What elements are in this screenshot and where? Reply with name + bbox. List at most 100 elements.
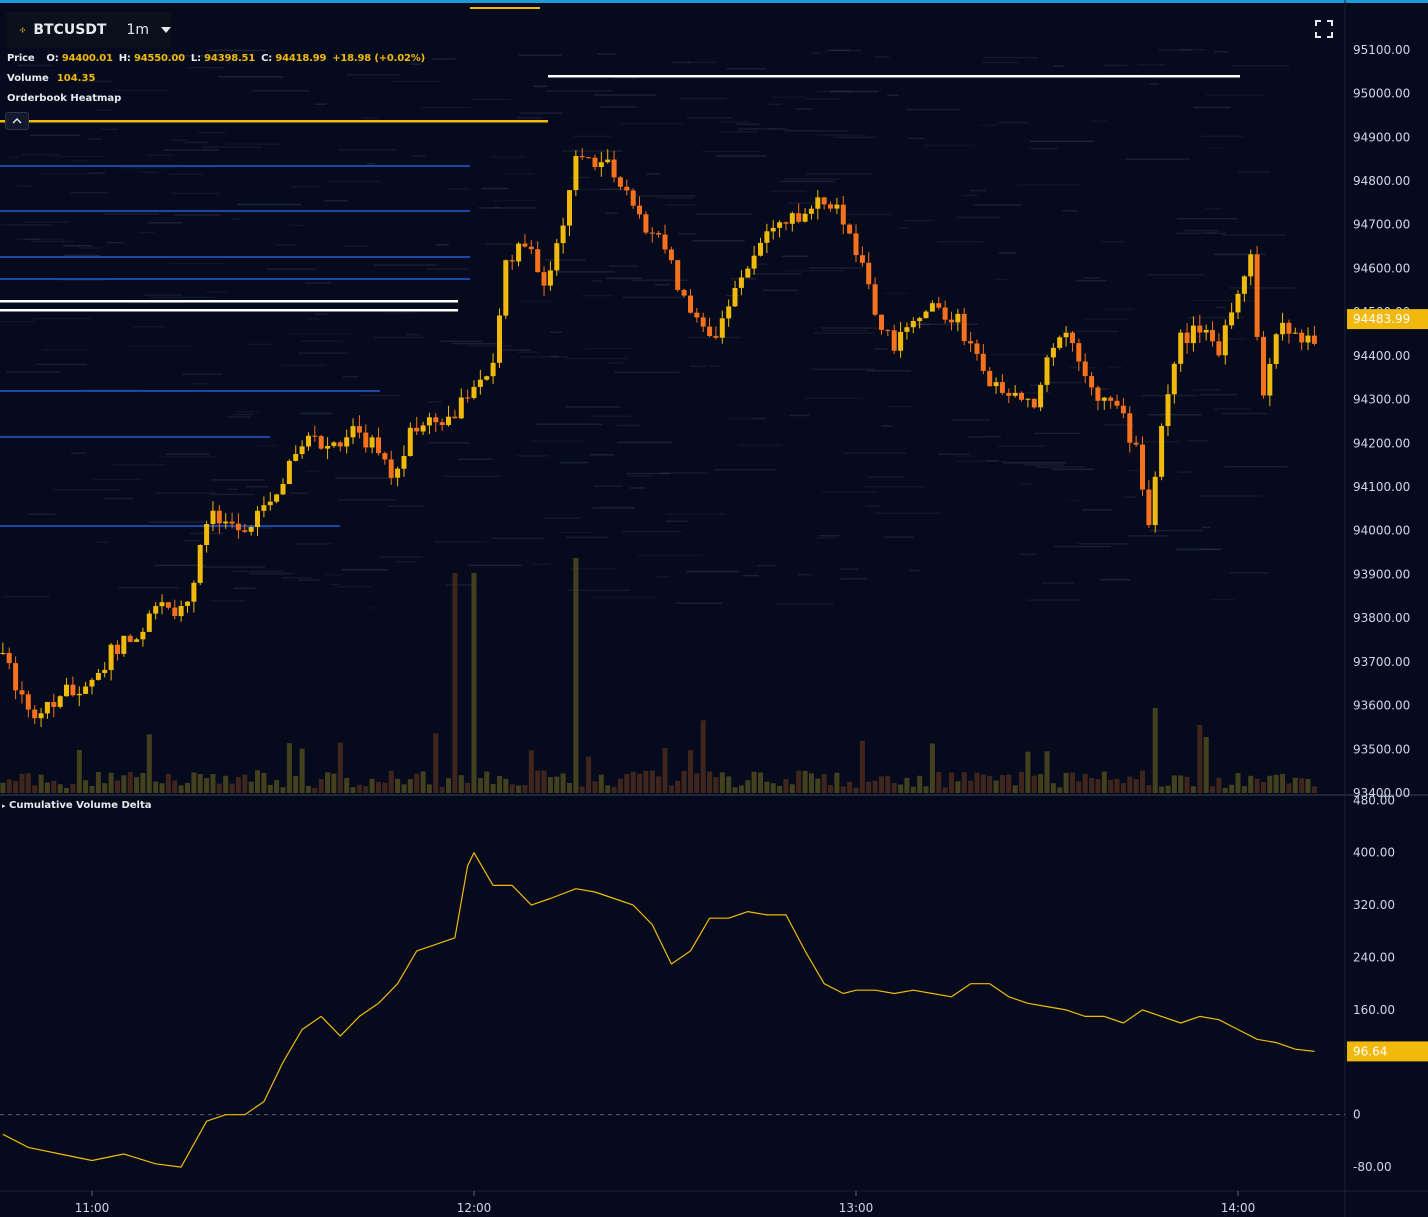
heatmap-cell xyxy=(0,224,52,226)
heatmap-cell xyxy=(995,278,1009,281)
heatmap-cell xyxy=(620,122,683,125)
heatmap-cell xyxy=(785,270,845,272)
interval-selector[interactable]: 1m xyxy=(126,22,149,38)
cvd-tick-label: 160.00 xyxy=(1353,1003,1395,1017)
heatmap-cell xyxy=(14,238,65,240)
heatmap-cell xyxy=(1034,432,1081,435)
heatmap-cell xyxy=(1077,543,1129,545)
heatmap-cell xyxy=(143,294,183,296)
price-tick-label: 95000.00 xyxy=(1353,87,1410,101)
heatmap-cell xyxy=(1184,230,1219,232)
candle-body xyxy=(980,353,986,371)
heatmap-cell xyxy=(471,98,511,101)
heatmap-cell xyxy=(157,456,217,458)
volume-bar xyxy=(216,783,222,793)
heatmap-cell xyxy=(632,279,689,282)
candle-body xyxy=(617,177,623,187)
volume-bar xyxy=(541,770,547,793)
candle-body xyxy=(974,343,980,354)
volume-bar xyxy=(1273,774,1279,793)
candle-body xyxy=(732,288,738,307)
candle-body xyxy=(401,456,407,469)
heatmap-cell xyxy=(835,213,892,216)
candle-body xyxy=(1222,325,1228,356)
collapse-legend-button[interactable] xyxy=(5,112,29,130)
candle-body xyxy=(1280,322,1286,335)
cvd-pane-label[interactable]: ▸ Cumulative Volume Delta xyxy=(2,800,152,811)
heatmap-cell xyxy=(36,363,87,366)
heatmap-cell xyxy=(295,543,333,545)
caret-down-icon[interactable] xyxy=(161,27,171,33)
heatmap-cell xyxy=(1214,50,1228,53)
cvd-tick-label: 240.00 xyxy=(1353,951,1395,965)
volume-bar xyxy=(1152,708,1158,793)
price-axis[interactable]: 95100.00 95000.00 94900.00 94800.00 94700.00… xyxy=(1347,43,1428,1174)
heatmap-cell xyxy=(905,108,961,111)
heatmap-cell xyxy=(520,300,552,303)
heatmap-cell xyxy=(720,131,759,133)
volume-bar xyxy=(471,573,477,793)
time-axis[interactable]: 11:00 12:00 13:00 14:00 xyxy=(75,1191,1256,1215)
heatmap-cell xyxy=(1215,338,1246,340)
volume-bar xyxy=(554,776,560,793)
heatmap-cell xyxy=(532,563,551,566)
volume-bar xyxy=(484,771,490,793)
heatmap-cell xyxy=(207,49,266,52)
candle-body xyxy=(968,341,974,344)
heatmap-cell xyxy=(531,440,586,442)
heatmap-cell xyxy=(957,216,1001,219)
orderbook-wall xyxy=(0,278,470,280)
candle-body xyxy=(961,313,967,342)
heatmap-cell xyxy=(672,61,690,64)
heatmap-cell xyxy=(545,259,586,261)
heatmap-cell xyxy=(346,74,401,76)
candle-body xyxy=(497,315,502,363)
heatmap-cell xyxy=(533,85,548,88)
heatmap-cell xyxy=(605,212,618,214)
volume-bar xyxy=(955,781,961,793)
heatmap-cell xyxy=(1043,381,1081,384)
heatmap-cell xyxy=(128,301,182,304)
fullscreen-icon[interactable] xyxy=(1314,19,1334,39)
heatmap-cell xyxy=(147,154,174,156)
cvd-tick-label: 320.00 xyxy=(1353,898,1395,912)
heatmap-cell xyxy=(840,578,867,580)
heatmap-legend-label[interactable]: Orderbook Heatmap xyxy=(7,93,122,104)
symbol-selector[interactable]: BTCUSDT 1m xyxy=(6,12,171,48)
heatmap-cell xyxy=(209,68,223,71)
volume-bar xyxy=(1063,772,1069,793)
heatmap-cell xyxy=(70,191,109,194)
price-tick-label: 93700.00 xyxy=(1353,655,1410,669)
volume-bar xyxy=(987,775,993,793)
cvd-tick-label: -80.00 xyxy=(1353,1160,1392,1174)
heatmap-cell xyxy=(387,505,423,507)
candle-body xyxy=(630,190,636,206)
orderbook-wall-large xyxy=(0,300,458,303)
volume-bar xyxy=(509,784,515,793)
volume-bar xyxy=(630,771,636,793)
heatmap-cell xyxy=(1178,471,1192,473)
volume-bar xyxy=(395,778,401,793)
heatmap-cell xyxy=(690,365,706,368)
candle-body xyxy=(586,157,592,159)
heatmap-cell xyxy=(53,489,121,491)
heatmap-cell xyxy=(81,80,113,83)
heatmap-cell xyxy=(898,227,909,229)
volume-bar xyxy=(847,781,853,793)
candle-body xyxy=(777,222,783,228)
candle-body xyxy=(1038,384,1044,408)
candle-body xyxy=(624,186,630,191)
heatmap-cell xyxy=(233,570,284,573)
candle-body xyxy=(293,454,299,461)
volume-bar xyxy=(497,776,502,793)
cvd-expand-icon[interactable]: ▸ xyxy=(2,802,6,810)
candle-body xyxy=(1299,332,1305,343)
volume-bar xyxy=(197,774,203,793)
volume-legend-label: Volume xyxy=(7,73,49,84)
heatmap-cell xyxy=(184,141,209,144)
volume-bar xyxy=(713,777,719,793)
volume-bar xyxy=(286,743,292,793)
heatmap-cell xyxy=(584,347,634,350)
heatmap-cell xyxy=(593,94,656,96)
